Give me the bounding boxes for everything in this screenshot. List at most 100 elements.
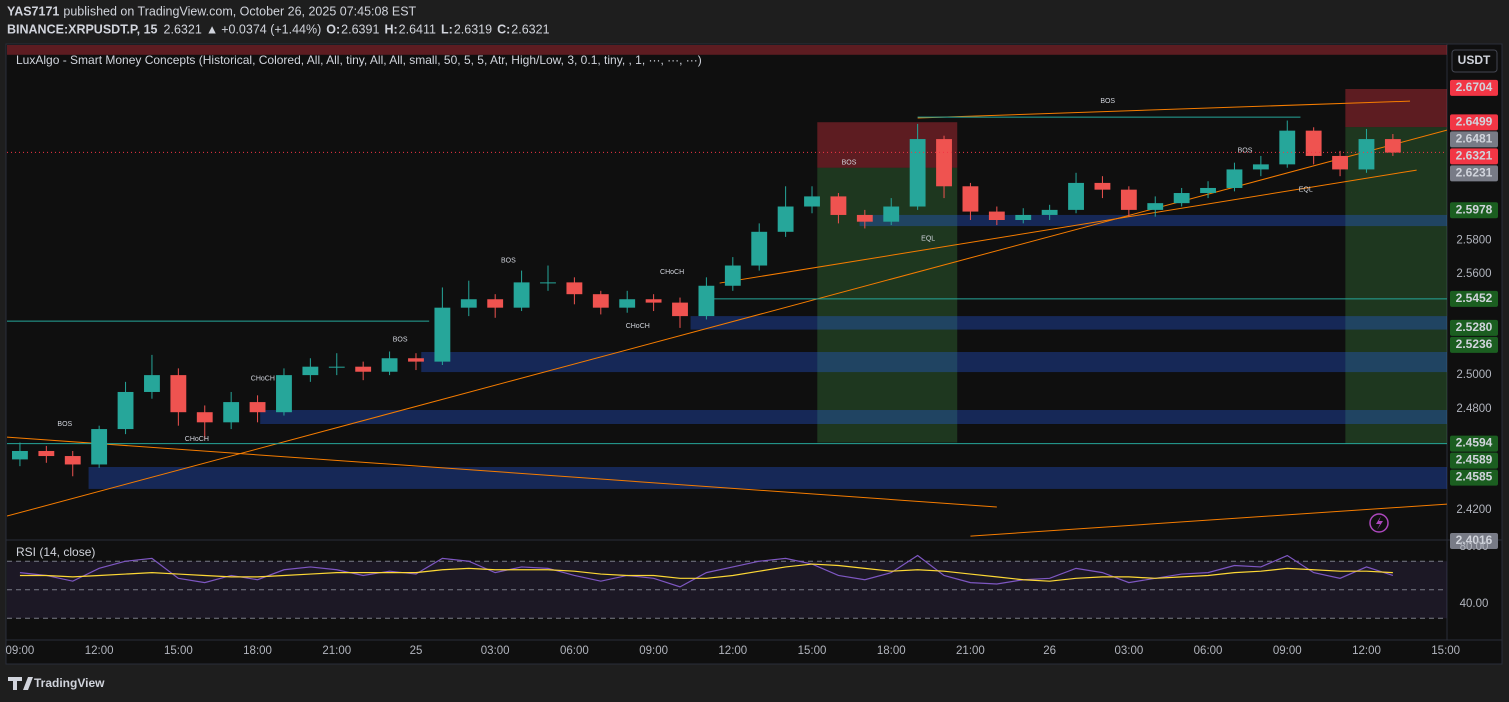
- trend-line: [719, 169, 1417, 284]
- candle-body: [302, 366, 319, 376]
- candle-body: [460, 299, 477, 308]
- x-tick-label: 03:00: [481, 645, 510, 657]
- x-tick-label: 09:00: [1273, 645, 1302, 657]
- candle-body: [724, 265, 741, 286]
- price-label-box: [1450, 79, 1498, 96]
- x-tick-label: 15:00: [798, 645, 827, 657]
- header-item: L:: [441, 22, 453, 36]
- y-tick-label: 2.5600: [1456, 268, 1491, 280]
- candle-body: [1358, 139, 1375, 170]
- indicator-title: LuxAlgo - Smart Money Concepts (Historic…: [16, 53, 702, 67]
- structure-label: CHoCH: [185, 436, 209, 443]
- candle-body: [1120, 189, 1137, 210]
- candle-body: [381, 358, 398, 372]
- y-tick-label: 2.4200: [1456, 504, 1491, 516]
- price-label: 2.5236: [1456, 337, 1493, 351]
- price-label-box: [1450, 165, 1498, 182]
- candle-body: [830, 196, 847, 215]
- alert-bolt: [1376, 516, 1383, 530]
- x-tick-label: 21:00: [956, 645, 985, 657]
- candle-body: [1305, 130, 1322, 156]
- candle-body: [566, 282, 583, 295]
- y-tick-label: 2.5800: [1456, 234, 1491, 246]
- zone: [421, 352, 1447, 373]
- price-label-box: [1450, 148, 1498, 165]
- x-tick-label: 03:00: [1114, 645, 1143, 657]
- price-label-box: [1450, 452, 1498, 469]
- trend-line: [7, 436, 997, 508]
- candle-body: [988, 211, 1005, 221]
- x-tick-label: 06:00: [560, 645, 589, 657]
- price-label: 2.6499: [1456, 115, 1493, 129]
- price-label: 2.4594: [1456, 436, 1493, 450]
- structure-label: CHoCH: [626, 323, 650, 330]
- candle-body: [777, 206, 794, 232]
- x-tick-label: 15:00: [1431, 645, 1460, 657]
- header-item: 2.6321: [164, 22, 202, 36]
- price-label: 2.6321: [1456, 149, 1493, 163]
- price-label-box: [1450, 469, 1498, 486]
- candle-body: [1384, 139, 1401, 153]
- candle-body: [355, 366, 372, 372]
- header-item: ▲: [206, 22, 218, 36]
- price-label: 2.6704: [1456, 80, 1493, 94]
- x-tick-label: 12:00: [85, 645, 114, 657]
- header-item: 2.6321: [511, 22, 549, 36]
- alert-icon[interactable]: [1369, 513, 1389, 533]
- header-item: O:: [326, 22, 340, 36]
- trend-line: [7, 129, 1447, 517]
- structure-label: BOS: [1238, 148, 1253, 155]
- x-tick-label: 26: [1043, 645, 1056, 657]
- price-label: 2.5452: [1456, 291, 1493, 305]
- x-tick-label: 09:00: [639, 645, 668, 657]
- x-tick-label: 18:00: [877, 645, 906, 657]
- structure-label: CHoCH: [251, 375, 275, 382]
- candle-body: [1226, 169, 1243, 188]
- candle-body: [645, 299, 662, 303]
- candle-body: [1015, 214, 1032, 221]
- header-item: 2.6319: [454, 22, 492, 36]
- price-label-box: [1450, 131, 1498, 148]
- candle-body: [1252, 164, 1269, 170]
- candle-body: [1332, 155, 1348, 170]
- header-item: H:: [384, 22, 397, 36]
- header-item: C:: [497, 22, 510, 36]
- currency[interactable]: USDT: [1458, 53, 1491, 67]
- structure-label: BOS: [57, 421, 72, 428]
- price-label-box: [1450, 435, 1498, 452]
- price-label: 2.4016: [1456, 533, 1493, 547]
- logo-mark: [8, 677, 33, 690]
- zone: [690, 316, 1447, 330]
- candle-body: [909, 139, 926, 207]
- candle-body: [223, 402, 240, 423]
- rsi-plot: [7, 554, 1447, 619]
- candle-body: [117, 391, 134, 430]
- candle-body: [592, 294, 609, 308]
- price-label: 2.5978: [1456, 202, 1493, 216]
- candle-body: [1068, 182, 1084, 210]
- candle-body: [1094, 182, 1111, 190]
- candle-body: [64, 456, 81, 465]
- header-item: BINANCE:XRPUSDT.P, 15: [7, 22, 158, 36]
- candle-body: [276, 375, 292, 413]
- x-tick-label: 06:00: [1194, 645, 1223, 657]
- x-tick-label: 25: [410, 645, 423, 657]
- x-tick-label: 12:00: [718, 645, 747, 657]
- zone: [7, 45, 1447, 55]
- candle-body: [144, 375, 160, 392]
- rsi-tick-label: 80.00: [1460, 541, 1489, 553]
- candle-body: [1041, 209, 1058, 215]
- structure-label: EQL: [1299, 186, 1313, 193]
- structure-label: BOS: [501, 257, 516, 264]
- candle-body: [698, 285, 715, 317]
- candle-body: [408, 358, 424, 362]
- candle-body: [1173, 193, 1190, 204]
- candle-body: [434, 307, 451, 362]
- trend-line: [917, 100, 1411, 119]
- published: published on TradingView.com, October 26…: [63, 4, 416, 18]
- candle-body: [962, 186, 979, 212]
- price-label-box: [1450, 290, 1498, 307]
- candle-body: [856, 214, 873, 222]
- currency-box[interactable]: [1451, 49, 1498, 73]
